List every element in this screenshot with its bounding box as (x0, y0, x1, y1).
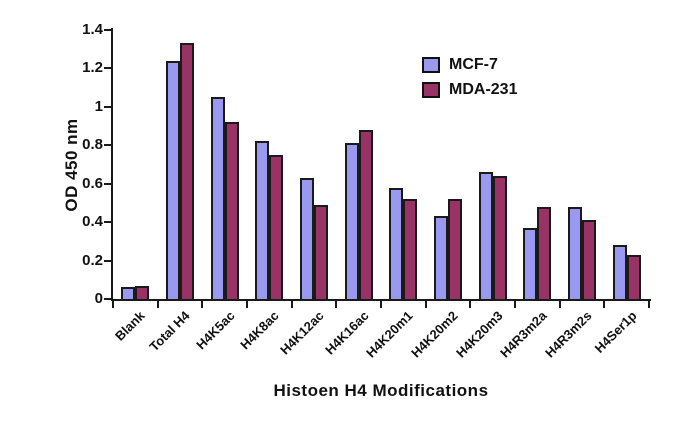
y-axis-line (111, 28, 113, 301)
legend-swatch-mda-231-icon (422, 82, 440, 98)
x-tick-mark (201, 301, 204, 308)
bar-mda-231-h4ser1p (626, 255, 641, 299)
y-axis-title: OD 450 nm (62, 118, 81, 212)
x-tick-mark (335, 301, 338, 308)
bar-mda-231-h4k5ac (224, 122, 239, 299)
bar-mcf-7-h4k20m3 (478, 172, 493, 299)
bar-mcf-7-h4k20m2 (434, 216, 448, 299)
plot-area (104, 28, 651, 308)
bar-mda-231-h4r3m2s (582, 220, 596, 299)
y-tick-mark (104, 221, 111, 224)
bar-mcf-7-total-h4 (166, 61, 180, 299)
x-axis-line (111, 299, 651, 301)
bar-mda-231-total-h4 (180, 43, 194, 299)
x-tick-mark (514, 301, 516, 308)
bar-mda-231-blank (135, 286, 150, 299)
legend-item-mcf-7: MCF-7 (422, 56, 517, 74)
y-tick-mark (104, 182, 111, 185)
y-tick-mark (104, 105, 111, 108)
y-tick-mark (104, 259, 111, 262)
bar-mcf-7-h4k20m1 (389, 188, 404, 299)
bar-mda-231-h4k8ac (269, 155, 284, 299)
y-tick-mark (104, 298, 111, 300)
x-tick-mark (290, 301, 293, 308)
x-tick-mark (424, 301, 427, 308)
bar-mda-231-h4r3m2a (537, 207, 552, 299)
legend-swatch-mcf-7-icon (422, 57, 440, 73)
bar-mcf-7-h4k5ac (210, 97, 225, 299)
legend: MCF-7 MDA-231 (422, 56, 517, 106)
bar-mcf-7-h4r3m2a (523, 228, 538, 299)
x-tick-mark (603, 301, 606, 308)
legend-label-mda-231: MDA-231 (449, 81, 518, 98)
bar-mda-231-h4k20m2 (448, 199, 462, 299)
bar-mcf-7-h4k16ac (344, 143, 359, 299)
legend-item-mda-231: MDA-231 (422, 81, 517, 99)
bar-mcf-7-h4r3m2s (568, 207, 582, 299)
legend-label-mcf-7: MCF-7 (449, 56, 498, 73)
x-tick-mark (246, 301, 248, 308)
bar-mda-231-h4k12ac (314, 205, 328, 299)
bar-mcf-7-h4k8ac (255, 141, 270, 299)
x-tick-mark (558, 301, 561, 308)
x-tick-mark (380, 301, 382, 308)
bar-mda-231-h4k20m1 (403, 199, 418, 299)
y-tick-mark (104, 144, 111, 147)
x-tick-mark (156, 301, 159, 308)
y-tick-mark (104, 29, 111, 31)
bar-mda-231-h4k20m3 (492, 176, 507, 299)
bar-mda-231-h4k16ac (358, 130, 373, 299)
x-tick-mark (648, 301, 650, 308)
x-tick-mark (112, 301, 114, 308)
y-tick-label: 0 (94, 290, 103, 307)
bar-mcf-7-h4k12ac (300, 178, 314, 299)
y-tick-label: 1.4 (82, 21, 103, 38)
bar-mcf-7-blank (121, 287, 136, 299)
bar-mcf-7-h4ser1p (612, 245, 627, 299)
x-axis-title: Histoen H4 Modifications (273, 381, 489, 400)
y-tick-mark (104, 67, 111, 70)
x-tick-mark (469, 301, 472, 308)
